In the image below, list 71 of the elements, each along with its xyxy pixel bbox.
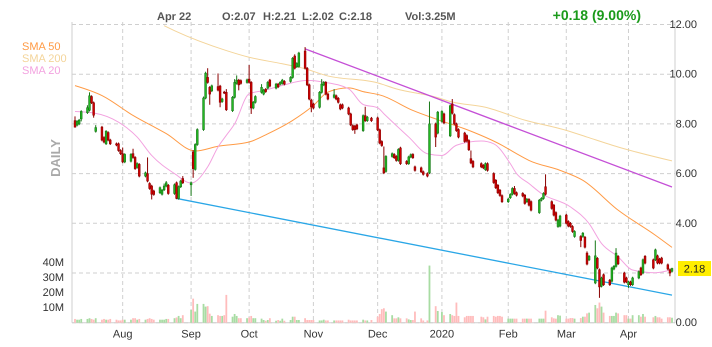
x-tick-label: Aug <box>112 328 132 341</box>
annotation: O:2.07 <box>222 11 256 23</box>
annotation: L:2.02 <box>302 11 334 23</box>
candlestick <box>80 110 82 122</box>
candlestick <box>130 152 132 163</box>
candlestick <box>544 174 547 196</box>
x-tick-label: Feb <box>498 328 518 341</box>
annotation: +0.18 (9.00%) <box>552 7 641 23</box>
candlestick <box>298 51 300 68</box>
text: DAILY <box>48 138 63 177</box>
candlestick <box>652 258 655 270</box>
candlestick <box>225 88 228 112</box>
annotation: Vol:3.25M <box>405 11 456 23</box>
candlestick <box>362 114 364 132</box>
y2-tick-label: 40M <box>42 257 64 270</box>
y-tick-label: 0.00 <box>676 317 697 330</box>
y2-tick-label: 30M <box>42 272 64 284</box>
y-tick-label: 10.00 <box>669 68 697 81</box>
x-tick-label: 2020 <box>430 328 454 341</box>
candlestick <box>124 152 126 164</box>
candlestick <box>117 142 120 152</box>
annotation: 2.18 <box>684 264 706 276</box>
y-tick-label: 8.00 <box>676 118 697 130</box>
candlestick <box>175 181 178 200</box>
candlestick <box>167 184 170 196</box>
y-tick-label: 6.00 <box>676 168 697 180</box>
candlestick <box>580 234 582 248</box>
candlestick <box>206 68 209 84</box>
y-tick-label: 12.00 <box>669 19 697 32</box>
candlestick <box>364 106 366 122</box>
candlestick <box>644 254 646 265</box>
y2-tick-label: 20M <box>42 287 64 300</box>
candlestick <box>408 155 410 166</box>
x-tick-label: Nov <box>304 328 324 341</box>
x-tick-label: Oct <box>240 328 258 341</box>
candlestick <box>436 110 439 135</box>
candlestick <box>150 184 153 200</box>
candlestick <box>384 154 388 174</box>
annotation: C:2.18 <box>339 11 372 23</box>
y-tick-label: 4.00 <box>676 218 697 230</box>
candlestick <box>260 84 263 94</box>
candlestick <box>434 122 437 148</box>
candlestick <box>100 125 104 142</box>
text: SMA 50 <box>22 41 61 53</box>
candlestick <box>538 198 541 214</box>
candlestick <box>654 248 657 262</box>
candlestick <box>584 235 586 249</box>
candlestick <box>399 146 402 166</box>
candlestick <box>640 266 642 276</box>
candlestick <box>602 272 605 286</box>
candlestick <box>565 213 568 226</box>
x-tick-label: Sep <box>181 328 201 341</box>
y2-tick-label: 10M <box>42 302 64 314</box>
candlestick <box>332 88 336 100</box>
annotation: H:2.21 <box>263 11 296 23</box>
candlestick <box>616 254 620 266</box>
x-tick-label: Apr <box>620 328 638 341</box>
candlestick <box>614 248 618 268</box>
candlestick <box>190 181 192 196</box>
candlestick <box>610 266 614 283</box>
x-tick-label: Dec <box>368 328 388 341</box>
text: SMA 200 <box>22 53 67 65</box>
line-series <box>74 85 672 248</box>
candlestick <box>530 200 532 212</box>
candlestick <box>106 130 110 142</box>
x-tick-label: Mar <box>556 328 576 341</box>
candlestick <box>208 86 211 106</box>
text: SMA 20 <box>22 65 61 77</box>
candlestick <box>291 56 294 80</box>
candlestick <box>294 54 296 70</box>
annotation: Apr 22 <box>157 11 192 23</box>
